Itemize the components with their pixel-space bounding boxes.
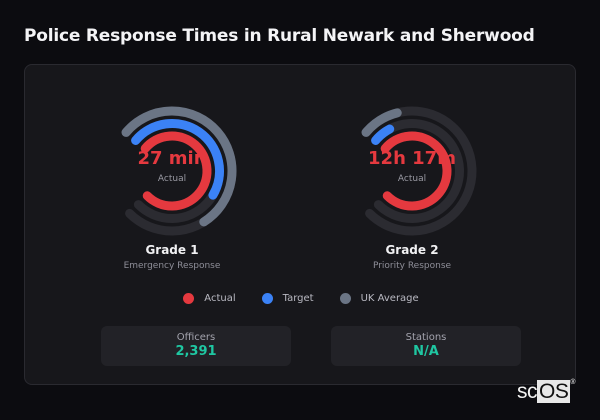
gauge-title: Grade 1	[145, 243, 199, 257]
stat-label: Officers	[176, 332, 216, 343]
logo-prefix: sc	[517, 380, 538, 403]
page-title: Police Response Times in Rural Newark an…	[24, 26, 535, 46]
stat-value: N/A	[413, 344, 439, 359]
gauge-description: Priority Response	[372, 261, 452, 271]
stat-officers: Officers 2,391	[101, 326, 291, 366]
radial-bar-target	[371, 124, 395, 145]
radial-bar-target	[131, 119, 224, 200]
legend-item-uk-average[interactable]: UK Average	[339, 293, 419, 304]
legend-item-actual[interactable]: Actual	[183, 293, 236, 304]
legend-label: UK Average	[360, 293, 419, 304]
legend-label: Actual	[204, 293, 236, 304]
legend-item-target[interactable]: Target	[261, 293, 314, 304]
gauge-description: Emergency Response	[123, 261, 221, 271]
radial-bar-actual	[380, 131, 452, 211]
radial-bar-uk-average	[121, 106, 237, 227]
stat-stations: Stations N/A	[331, 326, 521, 366]
radial-bar-actual	[140, 131, 212, 211]
gauge-value: 27 min	[137, 148, 207, 169]
chart-card: 27 min Actual Grade 1 Emergency Response…	[24, 64, 576, 385]
gauge-title: Grade 2	[385, 243, 439, 257]
legend-dot-icon	[183, 293, 195, 304]
legend-label: Target	[282, 293, 314, 304]
stat-label: Stations	[405, 332, 447, 343]
gauge-value: 12h 17m	[368, 148, 456, 169]
registered-mark: ®	[570, 379, 576, 386]
legend-dot-icon	[339, 293, 351, 304]
stat-value: 2,391	[175, 344, 217, 359]
radial-chart-grade-2	[361, 106, 477, 236]
chart-legend: Actual Target UK Average	[25, 293, 577, 304]
radial-chart-grade-1	[121, 106, 237, 236]
logo-suffix: OS	[537, 380, 571, 403]
legend-dot-icon	[261, 293, 273, 304]
scos-logo: scOS ®	[517, 379, 576, 404]
radial-bar-uk-average	[361, 108, 402, 137]
gauge-sub-label: Actual	[157, 174, 187, 184]
gauge-sub-label: Actual	[397, 174, 427, 184]
